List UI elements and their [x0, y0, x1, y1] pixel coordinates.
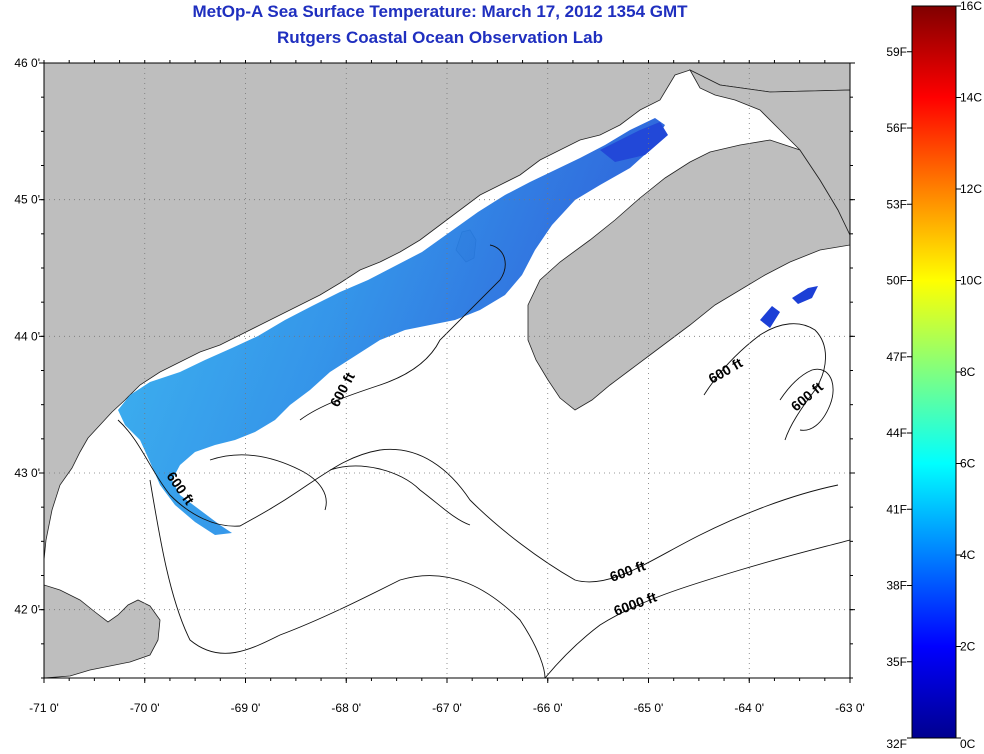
colorbar-celsius-label: 14C [960, 91, 982, 105]
colorbar-fahrenheit-label: 53F [886, 197, 907, 211]
colorbar [912, 6, 956, 738]
lon-tick-label: -65 0' [634, 701, 664, 715]
lat-tick-label: 44 0' [14, 329, 40, 343]
colorbar-fahrenheit-label: 35F [886, 655, 907, 669]
lon-tick-label: -70 0' [130, 701, 160, 715]
colorbar-celsius-label: 12C [960, 182, 982, 196]
colorbar-celsius-label: 10C [960, 274, 982, 288]
colorbar-celsius-label: 16C [960, 0, 982, 13]
colorbar-celsius-label: 0C [960, 737, 976, 751]
lon-tick-label: -63 0' [835, 701, 865, 715]
colorbar-celsius-label: 4C [960, 548, 976, 562]
colorbar-fahrenheit-label: 59F [886, 45, 907, 59]
lon-tick-label: -67 0' [432, 701, 462, 715]
colorbar-fahrenheit-label: 32F [886, 737, 907, 751]
lat-tick-label: 42 0' [14, 603, 40, 617]
lat-tick-label: 46 0' [14, 56, 40, 70]
colorbar-celsius-label: 6C [960, 457, 976, 471]
sst-map: 600 ft 600 ft 600 ft 600 ft 600 ft 6000 … [0, 0, 984, 754]
lon-tick-label: -71 0' [29, 701, 59, 715]
colorbar-fahrenheit-label: 56F [886, 121, 907, 135]
lon-tick-label: -66 0' [533, 701, 563, 715]
lon-tick-label: -69 0' [231, 701, 261, 715]
lat-tick-label: 45 0' [14, 193, 40, 207]
colorbar-fahrenheit-label: 47F [886, 350, 907, 364]
lat-tick-label: 43 0' [14, 466, 40, 480]
lon-tick-label: -64 0' [734, 701, 764, 715]
lon-tick-label: -68 0' [331, 701, 361, 715]
colorbar-celsius-label: 8C [960, 365, 976, 379]
colorbar-fahrenheit-label: 38F [886, 579, 907, 593]
colorbar-fahrenheit-label: 44F [886, 426, 907, 440]
colorbar-fahrenheit-label: 41F [886, 502, 907, 516]
colorbar-fahrenheit-label: 50F [886, 274, 907, 288]
colorbar-celsius-label: 2C [960, 640, 976, 654]
